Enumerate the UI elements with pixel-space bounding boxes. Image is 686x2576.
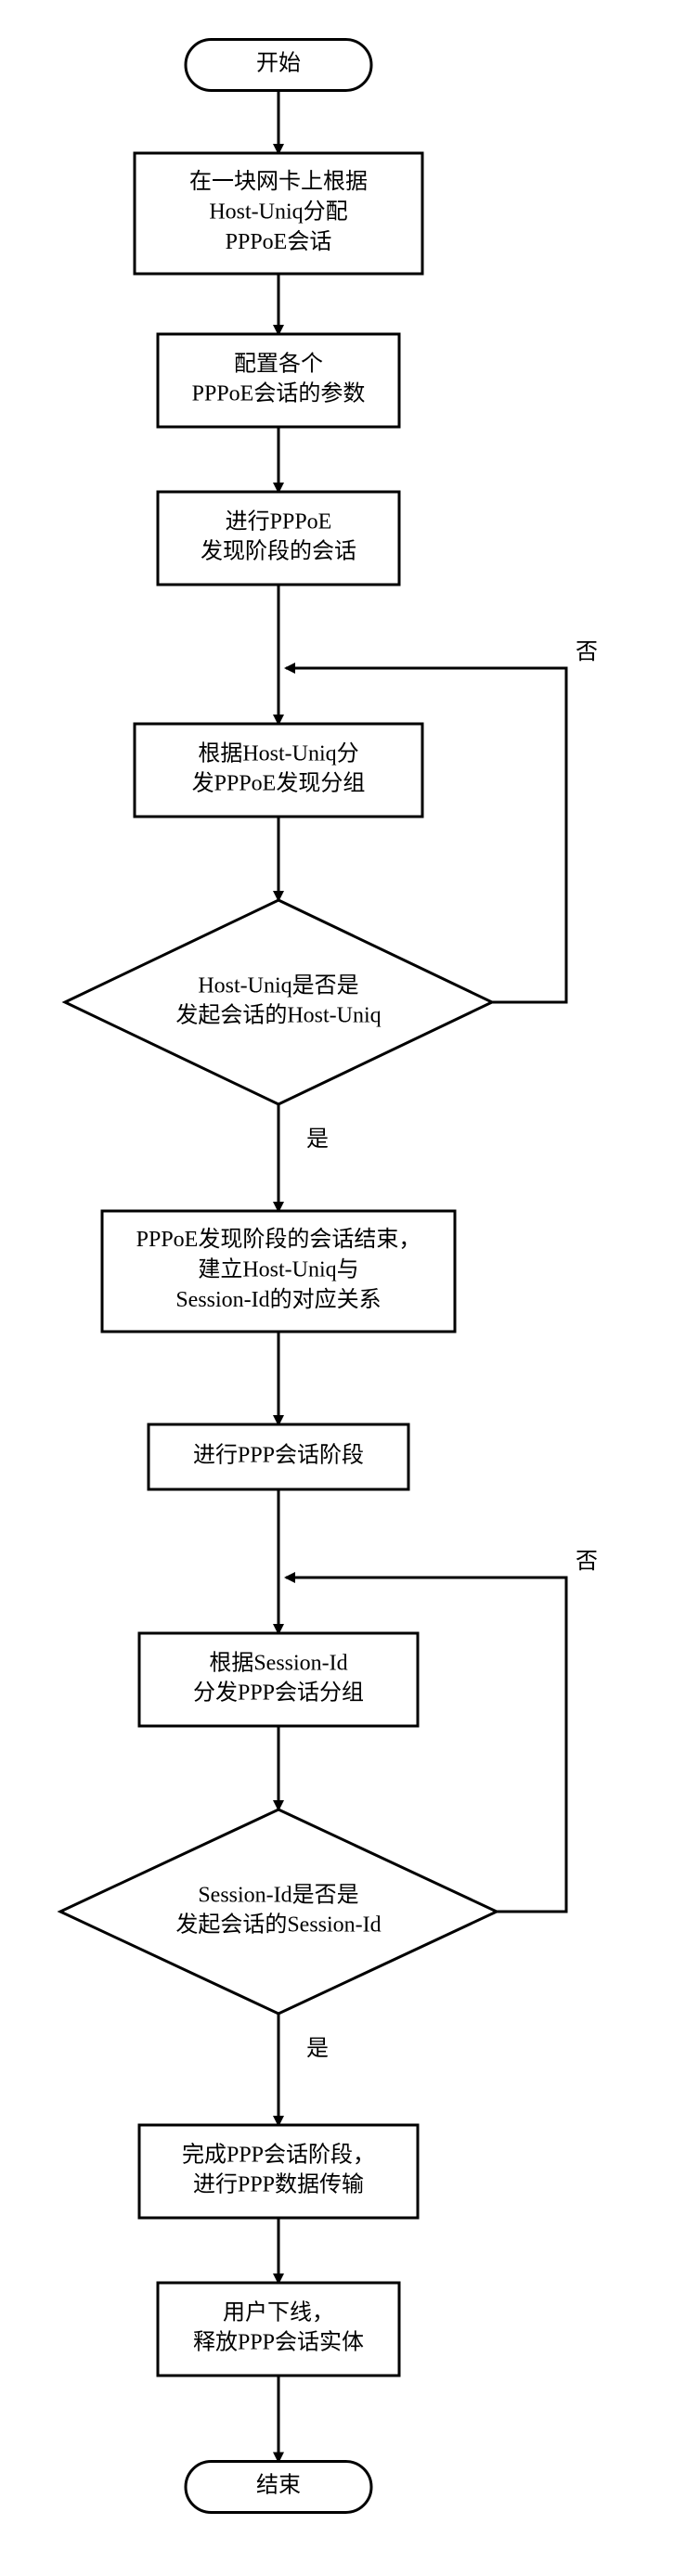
node-n9: 用户下线， 释放PPP会话实体	[158, 2283, 399, 2376]
node-text: Session-Id的对应关系	[175, 1287, 381, 1312]
node-text: 发起会话的Host-Uniq	[175, 1003, 381, 1028]
node-n2: 配置各个 PPPoE会话的参数	[158, 334, 399, 427]
node-text: 建立Host-Uniq与	[198, 1257, 358, 1282]
node-n5: PPPoE发现阶段的会话结束， 建立Host-Uniq与 Session-Id的对应…	[102, 1211, 455, 1332]
edge-label: 否	[576, 640, 598, 664]
node-text: Host-Uniq是否是	[198, 973, 358, 998]
node-d1: Host-Uniq是否是发起会话的Host-Uniq	[65, 900, 492, 1104]
node-d2: Session-Id是否是发起会话的Session-Id	[60, 1810, 497, 2014]
node-text: 发现阶段的会话	[201, 539, 356, 564]
node-text: 发起会话的Session-Id	[175, 1913, 381, 1938]
edge-label: 否	[576, 1550, 598, 1574]
node-text: 释放PPP会话实体	[193, 2330, 364, 2355]
node-text: 进行PPP数据传输	[193, 2172, 364, 2197]
node-text: PPPoE会话	[226, 229, 332, 254]
node-text: Session-Id是否是	[198, 1883, 358, 1907]
node-n8: 完成PPP会话阶段， 进行PPP数据传输	[139, 2125, 418, 2218]
node-text: 分发PPP会话分组	[193, 1681, 364, 1706]
flowchart-canvas: 是是否否开始在一块网卡上根据Host-Uniq分配PPPoE会话配置各个PPPo…	[0, 0, 686, 2576]
node-n3: 进行PPPoE 发现阶段的会话	[158, 492, 399, 585]
node-text: 配置各个	[234, 351, 323, 376]
node-n7: 根据Session-Id 分发PPP会话分组	[139, 1633, 418, 1726]
node-text: 用户下线，	[223, 2299, 334, 2325]
edge-label: 是	[306, 2037, 329, 2061]
node-text: 根据Session-Id	[209, 1650, 347, 1675]
node-text: 在一块网卡上根据	[189, 169, 368, 194]
node-start: 开始	[186, 40, 371, 91]
node-n4: 根据Host-Uniq分发PPPoE发现分组	[135, 724, 422, 817]
node-text: 根据Host-Uniq分	[198, 741, 358, 766]
node-n6: 进行PPP会话阶段	[149, 1424, 408, 1489]
node-n1: 在一块网卡上根据 Host-Uniq分配 PPPoE会话	[135, 153, 422, 274]
edge-label: 是	[306, 1127, 329, 1152]
node-text: 发PPPoE发现分组	[192, 771, 366, 796]
node-text: 开始	[256, 51, 301, 76]
node-text: Host-Uniq分配	[209, 200, 347, 225]
node-end: 结束	[186, 2462, 371, 2513]
node-text: 完成PPP会话阶段，	[182, 2142, 375, 2167]
node-text: 结束	[256, 2473, 301, 2498]
node-text: 进行PPP会话阶段	[193, 1443, 364, 1468]
node-text: PPPoE发现阶段的会话结束，	[136, 1227, 421, 1252]
node-text: PPPoE会话的参数	[192, 381, 366, 406]
node-text: 进行PPPoE	[226, 509, 332, 534]
